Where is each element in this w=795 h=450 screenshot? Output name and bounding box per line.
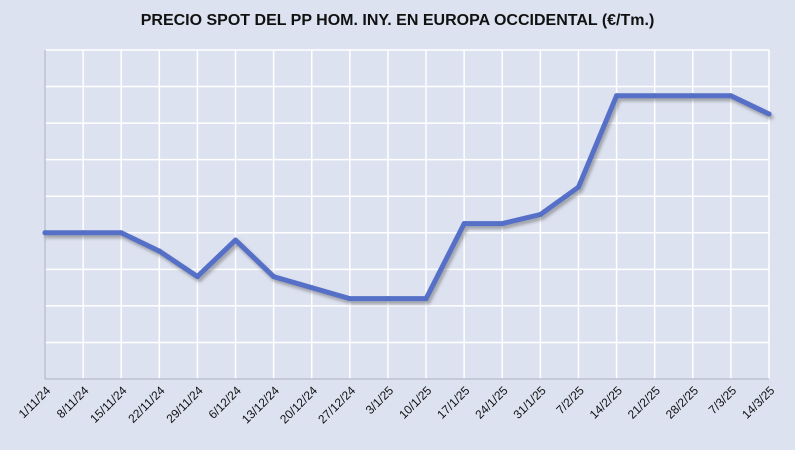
x-tick-label: 7/3/25 bbox=[706, 383, 740, 417]
data-point bbox=[461, 221, 467, 227]
x-tick-label: 27/12/24 bbox=[315, 383, 358, 426]
x-tick-label: 10/1/25 bbox=[396, 383, 434, 421]
x-tick-label: 13/12/24 bbox=[239, 383, 282, 426]
series-line bbox=[42, 93, 772, 302]
x-tick-label: 8/11/24 bbox=[54, 383, 92, 421]
series-group bbox=[42, 93, 772, 302]
x-tick-label: 29/11/24 bbox=[163, 383, 206, 426]
x-tick-label: 7/2/25 bbox=[553, 383, 587, 417]
data-point bbox=[271, 274, 277, 280]
data-point bbox=[347, 296, 353, 302]
data-point bbox=[423, 296, 429, 302]
x-tick-label: 24/1/25 bbox=[472, 383, 510, 421]
data-point bbox=[309, 285, 315, 291]
x-tick-label: 21/2/25 bbox=[625, 383, 663, 421]
data-point bbox=[652, 93, 658, 99]
data-point bbox=[537, 212, 543, 217]
data-point bbox=[728, 93, 734, 99]
axes bbox=[44, 50, 769, 380]
plot-area bbox=[45, 50, 769, 379]
x-tick-label: 14/2/25 bbox=[587, 383, 625, 421]
data-point bbox=[194, 274, 200, 280]
x-tick-label: 17/1/25 bbox=[434, 383, 472, 421]
x-tick-label: 20/12/24 bbox=[277, 383, 320, 426]
x-tick-label: 31/1/25 bbox=[510, 383, 548, 421]
data-point bbox=[499, 221, 505, 227]
x-tick-label: 1/11/24 bbox=[16, 383, 54, 421]
x-tick-label: 15/11/24 bbox=[87, 383, 130, 426]
x-tick-label: 28/2/25 bbox=[663, 383, 701, 421]
data-point bbox=[118, 230, 124, 236]
data-point bbox=[690, 93, 696, 99]
x-tick-label: 22/11/24 bbox=[125, 383, 168, 426]
data-point bbox=[233, 237, 239, 243]
data-point bbox=[614, 93, 620, 99]
data-point bbox=[80, 230, 86, 236]
x-tick-label: 3/1/25 bbox=[363, 383, 397, 417]
data-point bbox=[575, 184, 581, 190]
data-point bbox=[766, 111, 772, 117]
x-tick-label: 14/3/25 bbox=[739, 383, 777, 421]
chart-title: PRECIO SPOT DEL PP HOM. INY. EN EUROPA O… bbox=[140, 12, 655, 29]
data-point bbox=[156, 248, 162, 254]
data-point bbox=[385, 296, 391, 302]
data-point bbox=[42, 230, 48, 236]
